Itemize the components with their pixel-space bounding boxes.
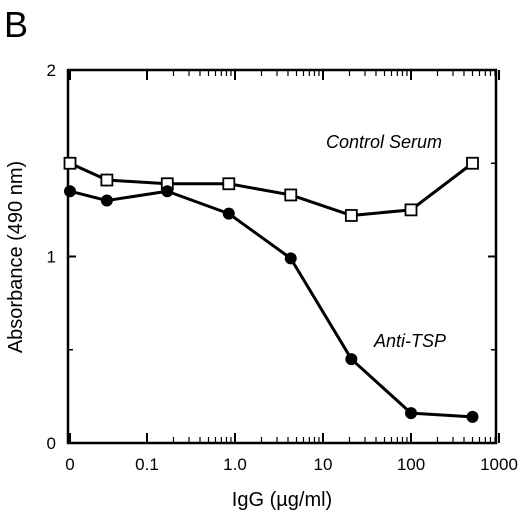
series-line-control-serum: [69, 161, 474, 217]
data-point-control-serum: [284, 188, 298, 202]
data-point-anti-tsp: [405, 407, 417, 420]
x-axis: 0 0.1 1.0 10 100 1000: [65, 70, 518, 474]
data-point-control-serum: [100, 173, 114, 187]
data-point-control-serum: [344, 209, 358, 222]
data-point-control-serum: [466, 156, 479, 170]
x-tick-label: 0.1: [135, 455, 159, 474]
y-tick-label: 0: [47, 434, 56, 453]
x-tick-label: 1.0: [223, 455, 247, 474]
data-point-anti-tsp: [284, 252, 297, 265]
data-point-control-serum: [404, 203, 418, 217]
y-tick-label: 1: [47, 248, 56, 267]
data-point-anti-tsp: [222, 207, 235, 220]
data-point-anti-tsp: [466, 410, 479, 423]
series-line-anti-tsp: [69, 189, 473, 419]
x-tick-label: 0: [65, 455, 74, 474]
data-point-anti-tsp: [100, 194, 113, 207]
series-layer: [63, 156, 479, 423]
y-axis: 0 1 2: [47, 61, 496, 453]
x-tick-label: 10: [314, 455, 333, 474]
data-point-control-serum: [63, 156, 77, 170]
data-point-control-serum: [222, 177, 236, 191]
series-label-control-serum: Control Serum: [326, 132, 442, 152]
data-point-anti-tsp: [345, 353, 358, 366]
x-tick-label: 1000: [480, 455, 518, 474]
data-point-anti-tsp: [64, 185, 76, 198]
series-label-anti-tsp: Anti-TSP: [373, 331, 446, 351]
x-axis-title: IgG (µg/ml): [232, 489, 332, 511]
panel-label: B: [4, 4, 28, 45]
data-point-anti-tsp: [161, 185, 174, 198]
y-axis-title: Absorbance (490 nm): [5, 161, 27, 353]
y-tick-label: 2: [47, 61, 56, 80]
plot-frame: [66, 68, 498, 445]
x-tick-label: 100: [397, 455, 425, 474]
